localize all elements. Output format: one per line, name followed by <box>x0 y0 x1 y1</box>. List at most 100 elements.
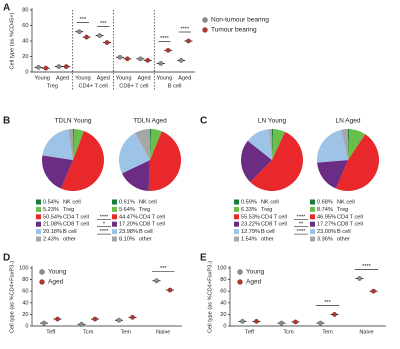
significance: *** <box>80 17 87 23</box>
y-tick-label: 0 <box>223 323 226 329</box>
legend-label: B cell <box>337 229 351 235</box>
legend-swatch <box>112 236 117 242</box>
dot <box>43 65 49 71</box>
significance: **** <box>297 214 307 220</box>
y-tick-label: 20 <box>22 54 28 60</box>
y-axis-label: Cell type (as %CD4+FoxP3-) <box>9 261 15 333</box>
x-tick-label: Teff <box>46 329 55 335</box>
dot <box>92 316 98 322</box>
dot <box>63 64 69 69</box>
panel-letter: B <box>3 116 10 127</box>
dot <box>104 40 110 45</box>
pie-title: TDLN Young <box>55 118 92 125</box>
dot <box>293 319 298 325</box>
y-axis-label: Cell type (as %CD45+) <box>9 12 15 69</box>
legend-swatch <box>36 206 41 212</box>
value-label: 0.54% <box>43 199 59 205</box>
dot <box>97 33 102 38</box>
pie-slice <box>272 129 274 160</box>
pie-slice <box>341 129 348 160</box>
y-tick-label: 0 <box>25 323 28 329</box>
value-label: 5.64% <box>119 207 135 213</box>
pie-slice <box>240 140 272 182</box>
pie-slice <box>42 129 73 160</box>
value-label: 6.33% <box>241 207 257 213</box>
legend-swatch <box>112 214 117 220</box>
legend-swatch <box>310 236 315 242</box>
legend-label: CD4 T cell <box>261 214 287 220</box>
legend-swatch <box>237 269 243 275</box>
value-label: 44.47% <box>119 214 138 220</box>
significance: *** <box>160 266 167 272</box>
legend-label: B cell <box>63 229 77 235</box>
panel-letter: C <box>200 116 207 127</box>
pie-title: LN Aged <box>336 118 361 125</box>
dot <box>41 320 47 326</box>
legend-swatch <box>36 229 41 235</box>
dot <box>76 29 82 35</box>
legend-label: other <box>337 236 350 242</box>
dot <box>130 314 135 320</box>
y-tick-label: 40 <box>220 300 226 306</box>
legend-label: CD8 T cell <box>63 222 89 228</box>
pie-slice <box>250 131 303 191</box>
pie-slice <box>317 160 348 189</box>
legend-label: NK cell <box>63 199 81 205</box>
legend-swatch <box>234 236 239 242</box>
legend-label: other <box>261 236 274 242</box>
value-label: 0.68% <box>317 199 333 205</box>
legend-label: Aged <box>246 279 262 286</box>
legend-label: CD8 T cell <box>261 222 287 228</box>
significance: *** <box>100 21 107 27</box>
dot <box>84 34 89 40</box>
value-label: 20.18% <box>43 229 62 235</box>
legend-swatch <box>310 214 315 220</box>
value-label: 17.27% <box>317 222 336 228</box>
pie-slice <box>317 129 348 163</box>
pie-slice <box>119 132 150 174</box>
dot <box>357 276 362 281</box>
legend-label: CD8 T cell <box>139 222 165 228</box>
legend-swatch <box>112 229 117 235</box>
pie-slice <box>73 129 75 160</box>
legend-label: NK cell <box>261 199 279 205</box>
x-tick-label: Tem <box>120 329 131 335</box>
y-axis-label: Cell type (as %CD4+FoxP3-) <box>207 261 213 333</box>
legend-label: NK cell <box>139 199 157 205</box>
value-label: 3.36% <box>317 236 333 242</box>
y-tick-label: 20 <box>22 312 28 318</box>
significance: ** <box>299 222 304 228</box>
y-tick-label: 100 <box>217 265 226 271</box>
x-tick-label: Teff <box>245 329 254 335</box>
dot <box>167 287 173 293</box>
y-tick-label: 0 <box>25 69 28 75</box>
dot <box>371 288 376 294</box>
legend-swatch <box>234 229 239 235</box>
x-tick-label: Tem <box>322 329 333 335</box>
pie-slice <box>122 160 150 191</box>
dot <box>116 317 122 323</box>
dot <box>318 320 323 326</box>
dot <box>279 320 284 326</box>
value-label: 8.10% <box>119 236 135 242</box>
legend-swatch <box>39 269 45 275</box>
significance: **** <box>362 264 372 270</box>
x-tick-label: Naive <box>359 329 373 335</box>
pie-slice <box>247 129 272 160</box>
legend-swatch <box>36 214 41 220</box>
value-label: 0.61% <box>119 199 135 205</box>
legend-swatch <box>202 17 208 23</box>
dot <box>154 278 159 284</box>
legend-swatch <box>234 221 239 227</box>
significance: **** <box>160 36 170 42</box>
x-tick-label: Tcm <box>283 329 294 335</box>
legend-label: Non-tumour bearing <box>211 17 269 24</box>
legend-swatch <box>36 199 41 205</box>
dot <box>158 61 164 66</box>
y-tick-label: 20 <box>220 312 226 318</box>
y-tick-label: 80 <box>22 277 28 283</box>
x-tick-label: Young <box>75 75 91 81</box>
legend-label: other <box>139 236 152 242</box>
panel-letter: E <box>200 253 207 264</box>
legend-swatch <box>202 27 208 33</box>
